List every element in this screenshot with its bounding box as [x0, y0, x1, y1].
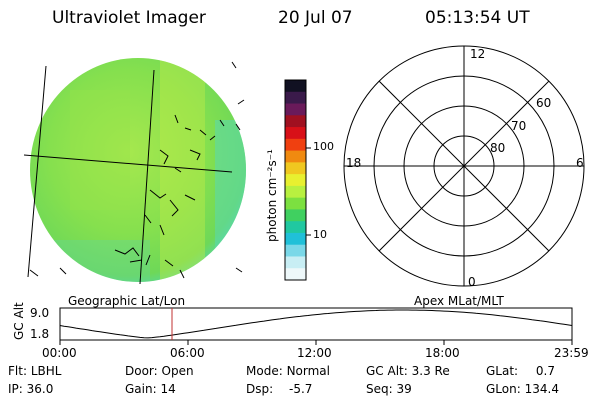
colorbar-swatch [285, 127, 306, 140]
colorbar-swatch [285, 197, 306, 210]
latitude-line [23, 154, 233, 173]
colorbar-swatch [285, 103, 306, 116]
mlat-label-80: 80 [490, 141, 506, 155]
colorbar-swatch [285, 115, 306, 128]
colorbar-swatch [285, 221, 306, 234]
status-dsp: Dsp: -5.7 [246, 382, 313, 396]
altitude-xtick-0600: 06:00 [170, 346, 205, 360]
coastlines [29, 61, 245, 279]
altitude-xtick-2359: 23:59 [554, 346, 589, 360]
colorbar-frame [284, 79, 307, 281]
altitude-xtick-1800: 18:00 [425, 346, 460, 360]
longitude-line-west [27, 65, 47, 278]
apex-caption: Apex MLat/MLT [414, 294, 504, 308]
instrument-title: Ultraviolet Imager [52, 8, 206, 28]
colorbar-swatch [285, 256, 306, 269]
colorbar-swatch [285, 268, 306, 281]
earth-disk [30, 58, 246, 282]
observation-time: 05:13:54 UT [425, 8, 530, 28]
mlt-diagonal-2 [378, 80, 550, 252]
colorbar-label-100: 100 [313, 140, 334, 153]
status-gain: Gain: 14 [125, 382, 176, 396]
colorbar-swatch [285, 150, 306, 163]
status-door: Door: Open [125, 364, 194, 378]
altitude-xticks [59, 340, 573, 345]
colorbar-swatch [285, 244, 306, 257]
mlt-label-18: 18 [346, 156, 362, 170]
colorbar-swatch [285, 174, 306, 187]
altitude-ylabel: GC Alt [12, 302, 26, 340]
status-glat: GLat: 0.7 [486, 364, 556, 378]
colorbar-swatch [285, 232, 306, 246]
status-filter: Flt: LBHL [8, 364, 62, 378]
colorbar-label-10: 10 [313, 228, 327, 241]
geographic-caption: Geographic Lat/Lon [68, 294, 186, 308]
longitude-line-east [139, 69, 155, 285]
colorbar-swatch [285, 138, 306, 152]
altitude-ytick-bottom: 1.8 [30, 327, 50, 341]
colorbar-swatch [285, 209, 306, 222]
status-mode: Mode: Normal [246, 364, 330, 378]
altitude-ytick-top: 9.0 [30, 306, 50, 320]
mlat-label-70: 70 [511, 119, 527, 133]
altitude-plot-frame [59, 307, 573, 341]
mlt-label-0: 0 [468, 275, 476, 289]
altitude-curve [59, 309, 573, 339]
mlt-label-12: 12 [470, 47, 486, 61]
status-seq: Seq: 39 [366, 382, 412, 396]
status-ip: IP: 36.0 [8, 382, 54, 396]
colorbar-swatches [285, 80, 306, 281]
colorbar-swatch [285, 91, 306, 105]
altitude-xtick-0000: 00:00 [42, 346, 77, 360]
observation-date: 20 Jul 07 [278, 8, 353, 28]
colorbar-swatch [285, 162, 306, 175]
mlat-label-60: 60 [536, 96, 552, 110]
mlt-label-6: 6 [576, 156, 584, 170]
colorbar-swatch [285, 185, 306, 199]
status-glon: GLon: 134.4 [486, 382, 559, 396]
altitude-xtick-1200: 12:00 [297, 346, 332, 360]
status-gc-alt: GC Alt: 3.3 Re [366, 364, 450, 378]
colorbar-swatch [285, 80, 306, 93]
